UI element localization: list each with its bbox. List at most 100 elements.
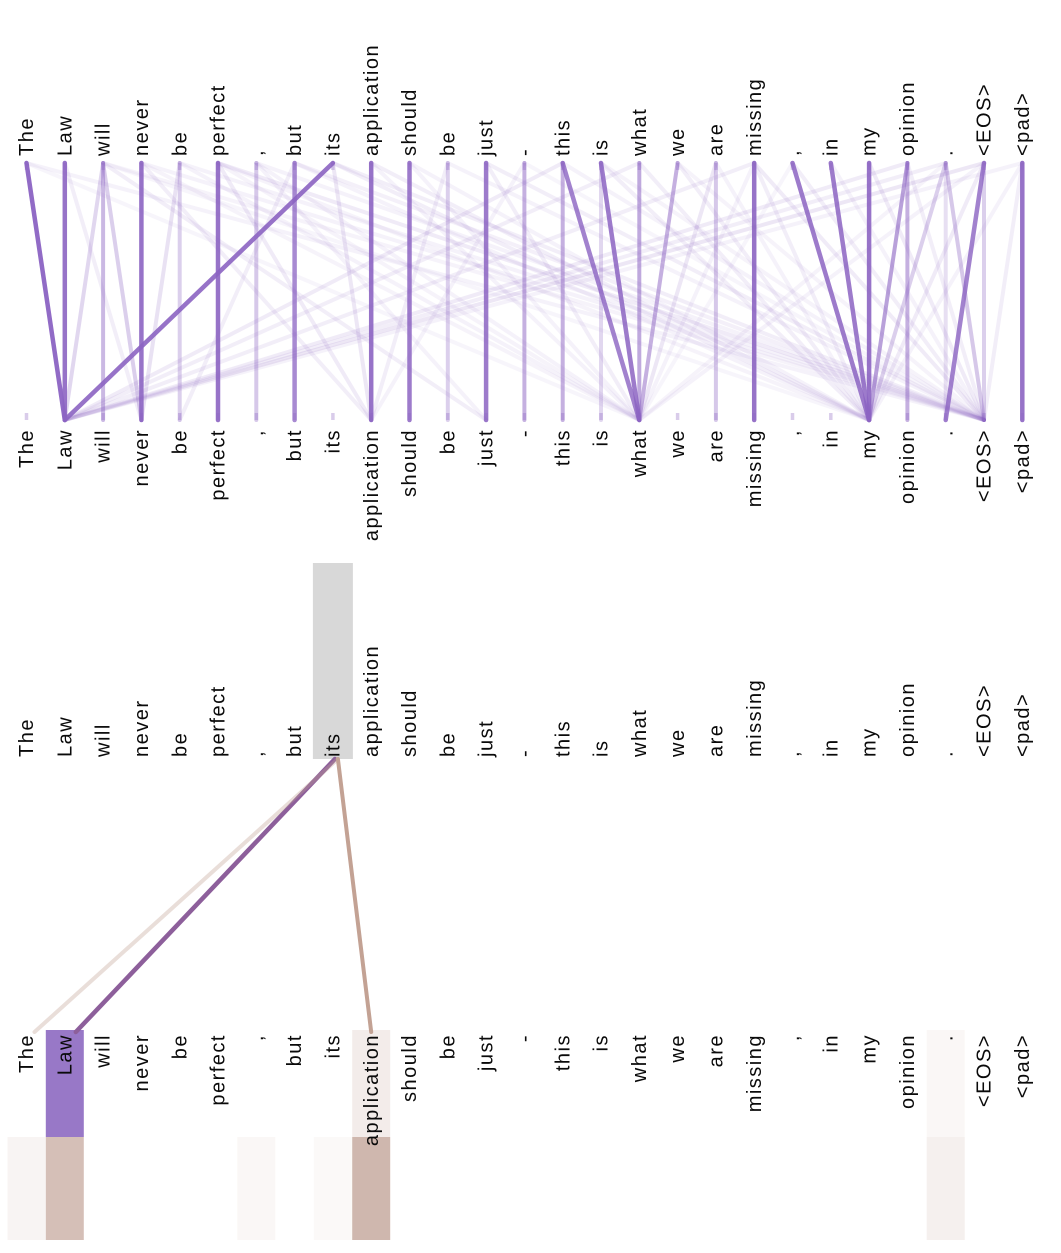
token-headview-bottom-Law[interactable]: Law — [54, 429, 76, 470]
token-headview-top-my[interactable]: my — [859, 126, 881, 156]
token-headview-top-will[interactable]: will — [93, 122, 115, 157]
token-headview-top-this[interactable]: this — [552, 119, 574, 156]
token-detail-bottom-never[interactable]: never — [131, 1034, 153, 1092]
token-headview-bottom-be[interactable]: be — [169, 429, 191, 454]
token-detail-bottom-pad[interactable]: <pad> — [1012, 1034, 1034, 1098]
token-headview-bottom-we[interactable]: we — [667, 429, 689, 459]
token-headview-top-punct[interactable]: , — [782, 149, 804, 156]
token-detail-bottom-should[interactable]: should — [399, 1034, 421, 1102]
token-detail-bottom-we[interactable]: we — [667, 1034, 689, 1064]
token-headview-bottom-in[interactable]: in — [820, 429, 842, 448]
token-headview-top-but[interactable]: but — [284, 124, 306, 156]
token-headview-top-its[interactable]: its — [323, 132, 345, 157]
token-detail-bottom-punct[interactable]: - — [514, 1034, 536, 1042]
token-headview-bottom-perfect[interactable]: perfect — [208, 429, 230, 501]
token-detail-top-are[interactable]: are — [706, 724, 728, 757]
token-detail-bottom-be[interactable]: be — [169, 1034, 191, 1059]
token-detail-top-The[interactable]: The — [16, 718, 38, 757]
token-headview-bottom-are[interactable]: are — [706, 429, 728, 462]
token-headview-bottom-punct[interactable]: - — [514, 429, 536, 437]
token-detail-top-punct[interactable]: , — [782, 750, 804, 757]
token-detail-top-what[interactable]: what — [629, 709, 651, 758]
token-detail-bottom-will[interactable]: will — [93, 1034, 115, 1069]
token-detail-top-should[interactable]: should — [399, 689, 421, 757]
token-headview-top-The[interactable]: The — [16, 117, 38, 156]
token-detail-top-just[interactable]: just — [476, 720, 498, 758]
token-detail-top-never[interactable]: never — [131, 699, 153, 757]
token-detail-bottom-what[interactable]: what — [629, 1034, 651, 1083]
token-headview-top-should[interactable]: should — [399, 88, 421, 156]
token-headview-top-punct[interactable]: , — [246, 149, 268, 156]
token-detail-bottom-punct[interactable]: . — [935, 1034, 957, 1041]
token-detail-top-missing[interactable]: missing — [744, 679, 766, 757]
token-detail-bottom-opinion[interactable]: opinion — [897, 1034, 919, 1109]
token-headview-top-EOS[interactable]: <EOS> — [974, 83, 996, 156]
token-headview-top-opinion[interactable]: opinion — [897, 81, 919, 156]
token-headview-bottom-should[interactable]: should — [399, 429, 421, 497]
token-headview-top-never[interactable]: never — [131, 98, 153, 156]
token-headview-top-we[interactable]: we — [667, 127, 689, 157]
token-headview-top-pad[interactable]: <pad> — [1012, 92, 1034, 156]
token-headview-bottom-my[interactable]: my — [859, 429, 881, 459]
token-headview-bottom-application[interactable]: application — [361, 429, 383, 541]
token-headview-bottom-missing[interactable]: missing — [744, 429, 766, 507]
token-detail-bottom-but[interactable]: but — [284, 1034, 306, 1066]
token-detail-top-perfect[interactable]: perfect — [208, 685, 230, 757]
token-headview-bottom-punct[interactable]: , — [246, 429, 268, 436]
token-headview-top-application[interactable]: application — [361, 44, 383, 156]
token-headview-bottom-but[interactable]: but — [284, 429, 306, 461]
token-detail-top-Law[interactable]: Law — [54, 716, 76, 757]
token-detail-bottom-just[interactable]: just — [476, 1034, 498, 1072]
token-detail-top-opinion[interactable]: opinion — [897, 682, 919, 757]
token-headview-bottom-opinion[interactable]: opinion — [897, 429, 919, 504]
token-detail-top-pad[interactable]: <pad> — [1012, 693, 1034, 757]
token-detail-top-my[interactable]: my — [859, 727, 881, 757]
token-headview-bottom-never[interactable]: never — [131, 429, 153, 487]
token-headview-top-be[interactable]: be — [169, 131, 191, 156]
token-headview-top-missing[interactable]: missing — [744, 78, 766, 156]
token-detail-bottom-perfect[interactable]: perfect — [208, 1034, 230, 1106]
token-detail-bottom-Law[interactable]: Law — [54, 1034, 76, 1075]
token-headview-top-be[interactable]: be — [437, 131, 459, 156]
token-headview-top-perfect[interactable]: perfect — [208, 84, 230, 156]
token-headview-bottom-punct[interactable]: . — [935, 429, 957, 436]
token-detail-bottom-The[interactable]: The — [16, 1034, 38, 1073]
token-detail-top-application[interactable]: application — [361, 645, 383, 757]
token-detail-top-in[interactable]: in — [820, 738, 842, 757]
token-detail-bottom-is[interactable]: is — [591, 1034, 613, 1051]
token-detail-bottom-its[interactable]: its — [323, 1034, 345, 1059]
token-detail-top-punct[interactable]: - — [514, 749, 536, 757]
token-headview-bottom-its[interactable]: its — [323, 429, 345, 454]
token-detail-top-EOS[interactable]: <EOS> — [974, 684, 996, 757]
token-detail-bottom-punct[interactable]: , — [246, 1034, 268, 1041]
token-headview-bottom-The[interactable]: The — [16, 429, 38, 468]
token-headview-top-punct[interactable]: - — [514, 148, 536, 156]
token-headview-top-Law[interactable]: Law — [54, 115, 76, 156]
token-detail-top-its[interactable]: its — [323, 733, 345, 758]
token-headview-bottom-this[interactable]: this — [552, 429, 574, 466]
token-detail-bottom-my[interactable]: my — [859, 1034, 881, 1064]
token-headview-top-in[interactable]: in — [820, 137, 842, 156]
token-detail-bottom-be[interactable]: be — [437, 1034, 459, 1059]
token-detail-top-punct[interactable]: . — [935, 750, 957, 757]
token-detail-top-be[interactable]: be — [169, 732, 191, 757]
token-headview-bottom-will[interactable]: will — [93, 429, 115, 464]
token-headview-top-what[interactable]: what — [629, 108, 651, 157]
token-detail-top-we[interactable]: we — [667, 728, 689, 758]
token-headview-bottom-punct[interactable]: , — [782, 429, 804, 436]
token-detail-top-punct[interactable]: , — [246, 750, 268, 757]
token-headview-bottom-be[interactable]: be — [437, 429, 459, 454]
token-detail-top-will[interactable]: will — [93, 723, 115, 758]
token-detail-bottom-are[interactable]: are — [706, 1034, 728, 1067]
token-detail-bottom-application[interactable]: application — [361, 1034, 383, 1146]
token-headview-bottom-what[interactable]: what — [629, 429, 651, 478]
token-headview-bottom-just[interactable]: just — [476, 429, 498, 467]
token-detail-top-but[interactable]: but — [284, 725, 306, 757]
token-detail-bottom-in[interactable]: in — [820, 1034, 842, 1053]
token-headview-top-punct[interactable]: . — [935, 149, 957, 156]
token-detail-bottom-missing[interactable]: missing — [744, 1034, 766, 1112]
token-headview-top-are[interactable]: are — [706, 123, 728, 156]
token-detail-bottom-this[interactable]: this — [552, 1034, 574, 1071]
token-headview-bottom-is[interactable]: is — [591, 429, 613, 446]
token-detail-top-is[interactable]: is — [591, 740, 613, 757]
